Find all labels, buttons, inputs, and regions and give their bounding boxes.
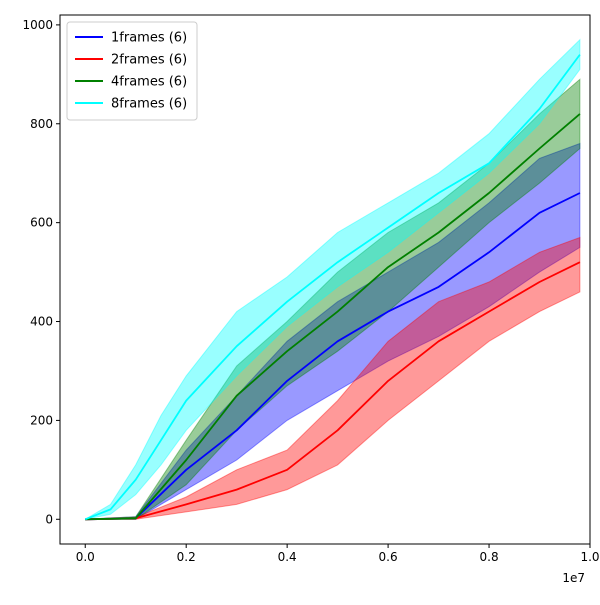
y-tick-label: 1000	[22, 18, 53, 32]
legend-label: 1frames (6)	[111, 31, 187, 46]
series-2-line	[85, 113, 581, 521]
y-tick-label: 800	[30, 117, 53, 131]
y-tick-label: 400	[30, 315, 53, 329]
legend-label: 4frames (6)	[111, 75, 187, 90]
x-tick-label: 0.4	[278, 550, 297, 564]
plot-frame	[59, 14, 591, 545]
series-1-line	[85, 261, 581, 521]
x-tick-label: 0.6	[379, 550, 398, 564]
legend: 1frames (6) 2frames (6) 4frames (6) 8frames…	[66, 21, 198, 121]
legend-label: 2frames (6)	[111, 53, 187, 68]
y-tick-label: 600	[30, 216, 53, 230]
confidence-bands	[84, 38, 581, 520]
y-tick-label: 200	[30, 413, 53, 427]
x-axis-ticks: 0.0 0.2 0.4 0.6 0.8 1.0	[76, 544, 600, 564]
legend-box	[66, 21, 198, 121]
y-tick-label: 0	[45, 512, 53, 526]
series-lines	[84, 54, 581, 521]
x-axis-offset-label: 1e7	[562, 571, 585, 585]
series-3-band	[84, 38, 581, 520]
x-tick-label: 1.0	[580, 550, 599, 564]
y-axis-ticks: 0 200 400 600 800 1000	[22, 18, 60, 526]
x-tick-label: 0.8	[480, 550, 499, 564]
legend-label: 8frames (6)	[111, 97, 187, 112]
series-3-line	[84, 54, 581, 521]
x-tick-label: 0.2	[177, 550, 196, 564]
x-tick-label: 0.0	[76, 550, 95, 564]
series-0-line	[85, 192, 581, 521]
series-0-band	[85, 142, 581, 520]
series-1-band	[85, 236, 581, 520]
